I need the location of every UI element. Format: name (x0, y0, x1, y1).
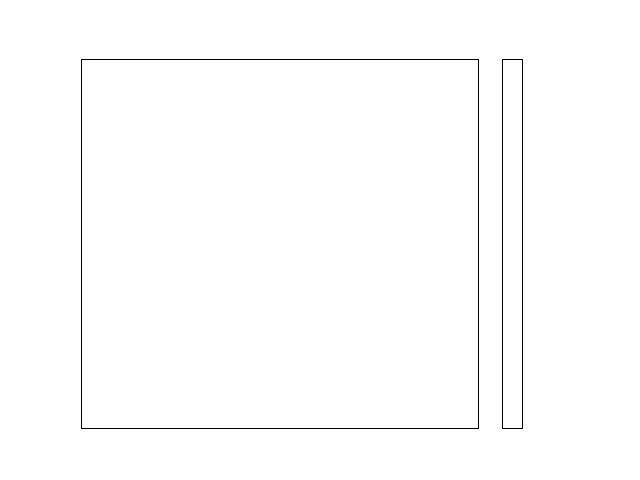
plot-area (81, 59, 479, 429)
ionogram-heatmap-canvas (82, 60, 478, 428)
colorbar (502, 59, 523, 429)
